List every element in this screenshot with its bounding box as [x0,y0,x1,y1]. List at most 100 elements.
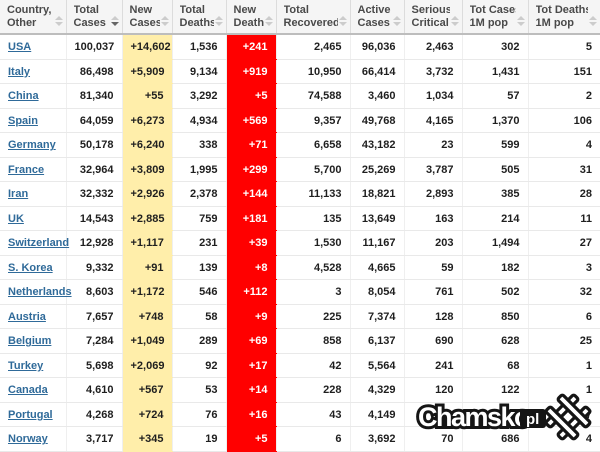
cell-tot-deaths-1m: 31 [527,157,600,183]
country-link[interactable]: Canada [8,384,48,397]
cell-active-cases: 8,054 [349,279,404,305]
cell-tot-deaths-1m: 4 [527,132,600,158]
cell-new-deaths: +8 [225,255,276,281]
country-link[interactable]: Norway [8,433,48,446]
country-link[interactable]: Netherlands [8,286,72,299]
cell-tot-cases-1m: 385 [461,181,528,207]
country-cell: Austria [0,304,66,330]
country-link[interactable]: France [8,163,45,176]
country-link[interactable]: USA [8,40,32,53]
cell-tot-cases-1m: 628 [461,328,528,354]
country-link[interactable]: Spain [8,114,38,127]
table-row: Germany 50,178 +6,240 338 +71 6,658 43,182 23 59… [0,132,600,158]
cell-new-deaths: +69 [225,328,276,354]
column-header-active-cases[interactable]: Active Cases [349,0,404,35]
cell-new-deaths: +241 [225,34,276,60]
header-label: Cases [73,17,106,29]
header-label: 1M pop [469,17,509,29]
cell-total-deaths: 53 [171,377,226,403]
sort-icon [110,16,119,26]
header-label: Country, [7,4,52,16]
cell-total-cases: 3,717 [65,426,122,452]
country-cell: Portugal [0,402,66,428]
column-header-new-deaths[interactable]: NewDeaths [225,0,276,35]
country-link[interactable]: Germany [8,139,56,152]
country-link[interactable]: Austria [8,310,46,323]
country-link[interactable]: Portugal [8,408,53,421]
country-cell: S. Korea [0,255,66,281]
sort-icon [264,16,273,26]
cell-new-deaths: +144 [225,181,276,207]
header-label: Critical [411,17,449,29]
column-header-total-deaths[interactable]: Total Deaths [171,0,226,35]
cell-active-cases: 43,182 [349,132,404,158]
cell-total-deaths: 546 [171,279,226,305]
table-body: USA 100,037 +14,602 1,536 +241 2,465 96,036 2,4… [0,34,600,452]
cell-total-recovered: 135 [275,206,350,232]
table-row: Italy 86,498 +5,909 9,134 +919 10,950 66,414 3,… [0,59,600,85]
cell-tot-cases-1m: 1,494 [461,230,528,256]
cell-new-cases: +2,926 [121,181,172,207]
cell-active-cases: 11,167 [349,230,404,256]
cell-total-cases: 5,698 [65,353,122,379]
country-cell: Spain [0,108,66,134]
cell-new-deaths: +919 [225,59,276,85]
country-link[interactable]: China [8,90,39,103]
column-header-new-cases[interactable]: New Cases [121,0,172,35]
cell-serious-critical: 2,893 [403,181,462,207]
cell-serious-critical: 128 [403,304,462,330]
cell-serious-critical: 761 [403,279,462,305]
country-link[interactable]: Turkey [8,359,44,372]
cell-new-deaths: +569 [225,108,276,134]
cell-total-recovered: 2,465 [275,34,350,60]
cell-total-cases: 32,964 [65,157,122,183]
sort-icon [589,16,597,26]
cell-new-deaths: +5 [225,426,276,452]
country-link[interactable]: UK [8,212,24,225]
country-link[interactable]: Italy [8,65,31,78]
cell-total-cases: 4,268 [65,402,122,428]
cell-total-cases: 50,178 [65,132,122,158]
cell-new-cases: +55 [121,83,172,109]
country-cell: UK [0,206,66,232]
cell-active-cases: 66,414 [349,59,404,85]
sort-icon [450,16,459,26]
cell-total-cases: 7,657 [65,304,122,330]
cell-total-recovered: 858 [275,328,350,354]
column-header-tot-deaths-1m[interactable]: Tot Deaths/1M pop [527,0,600,35]
cell-total-deaths: 92 [171,353,226,379]
country-link[interactable]: S. Korea [8,261,53,274]
table-row: China 81,340 +55 3,292 +5 74,588 3,460 1,034 57 2 [0,83,600,109]
cell-total-cases: 81,340 [65,83,122,109]
header-label: Active [357,4,391,16]
cell-total-recovered: 4,528 [275,255,350,281]
cell-new-cases: +2,069 [121,353,172,379]
cell-tot-deaths-1m: 5 [527,34,600,60]
cell-new-deaths: +17 [225,353,276,379]
cell-new-deaths: +71 [225,132,276,158]
column-header-total-recovered[interactable]: Total Recovered [275,0,350,35]
table-row: Switzerland 12,928 +1,117 231 +39 1,530 11,167… [0,230,600,256]
cell-total-cases: 100,037 [65,34,122,60]
country-cell: Germany [0,132,66,158]
cell-serious-critical: 3,732 [403,59,462,85]
column-header-tot-cases-1m[interactable]: Tot Cases/1M pop [461,0,528,35]
cell-total-recovered: 228 [275,377,350,403]
country-link[interactable]: Iran [8,188,29,201]
cell-total-deaths: 76 [171,402,226,428]
table-row: Netherlands 8,603 +1,172 546 +112 3 8,054 761 50… [0,279,600,305]
cell-new-cases: +1,049 [121,328,172,354]
cell-total-deaths: 3,292 [171,83,226,109]
cell-tot-deaths-1m: 106 [527,108,600,134]
cell-total-deaths: 9,134 [171,59,226,85]
cell-serious-critical [403,402,462,428]
header-label: Deaths [179,17,214,29]
table-row: Portugal 4,268 +724 76 +16 43 4,149 7 [0,402,600,428]
country-link[interactable]: Switzerland [8,237,70,250]
cell-tot-cases-1m: 502 [461,279,528,305]
column-header-serious-critical[interactable]: Serious,Critical [403,0,462,35]
column-header-country[interactable]: Country, Other [0,0,66,35]
column-header-total-cases[interactable]: Total Cases [65,0,122,35]
country-link[interactable]: Belgium [8,335,52,348]
